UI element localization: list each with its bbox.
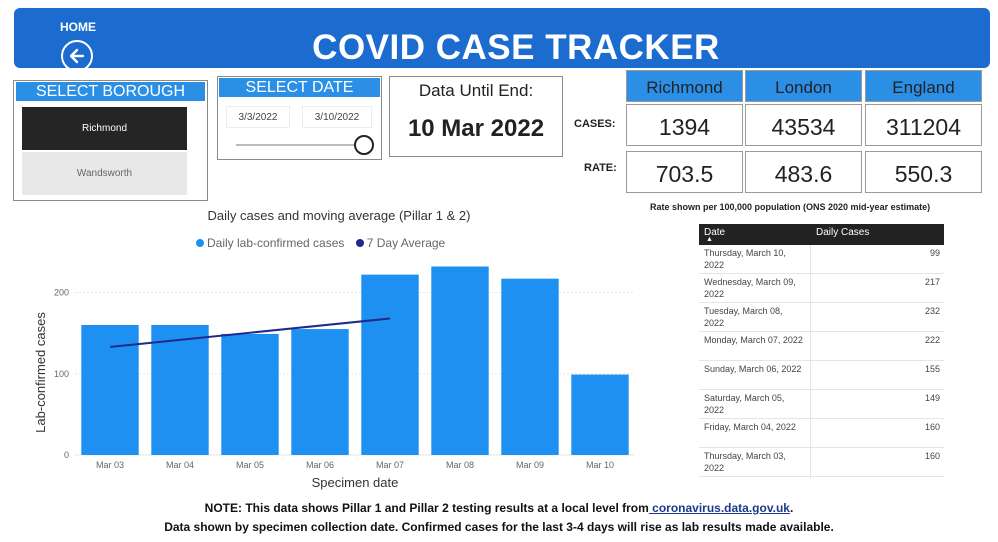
rate-richmond: 703.5 — [626, 151, 743, 193]
cases-london: 43534 — [745, 104, 862, 146]
source-link[interactable]: coronavirus.data.gov.uk — [648, 501, 790, 515]
chart-bar — [571, 374, 629, 455]
x-tick-label: Mar 09 — [516, 460, 544, 470]
area-heading-london: London — [745, 70, 862, 102]
x-tick-label: Mar 07 — [376, 460, 404, 470]
column-divider — [810, 245, 811, 479]
table-header: Date ▲ Daily Cases — [699, 224, 944, 245]
table-cell-date: Thursday, March 03, 2022 — [704, 451, 786, 473]
data-until-card — [389, 76, 563, 157]
start-date-input[interactable]: 3/3/2022 — [226, 106, 290, 128]
table-cell-cases: 99 — [929, 248, 940, 258]
x-tick-label: Mar 10 — [586, 460, 614, 470]
chart-bar — [431, 266, 489, 455]
x-tick-label: Mar 04 — [166, 460, 194, 470]
table-cell-date: Tuesday, March 08, 2022 — [704, 306, 783, 328]
table-row: Tuesday, March 08, 2022 232 — [699, 303, 944, 332]
x-tick-label: Mar 08 — [446, 460, 474, 470]
date-slicer-heading: SELECT DATE — [219, 78, 380, 97]
borough-slicer-heading: SELECT BOROUGH — [16, 82, 205, 101]
legend-label-daily: Daily lab-confirmed cases — [207, 236, 345, 250]
table-cell-cases: 217 — [924, 277, 940, 287]
table-row: Thursday, March 03, 2022 160 — [699, 448, 944, 477]
table-header-date[interactable]: Date — [704, 227, 726, 238]
borough-option-wandsworth[interactable]: Wandsworth — [22, 152, 187, 195]
page-title: COVID CASE TRACKER — [312, 28, 720, 67]
rate-london: 483.6 — [745, 151, 862, 193]
header-bar: HOME COVID CASE TRACKER — [14, 8, 990, 72]
table-row: Monday, March 07, 2022 222 — [699, 332, 944, 361]
chart-legend: Daily lab-confirmed cases 7 Day Average — [196, 236, 445, 250]
area-heading-england: England — [865, 70, 982, 102]
footer-note-end: . — [789, 501, 794, 515]
data-until-label: Data Until End: — [418, 81, 534, 100]
table-header-daily-cases[interactable]: Daily Cases — [816, 227, 870, 238]
table-cell-date: Wednesday, March 09, 2022 — [704, 277, 796, 299]
table-cell-cases: 149 — [924, 393, 940, 403]
rate-row-label: RATE: — [584, 162, 617, 174]
date-range-slider[interactable] — [236, 144, 366, 146]
y-tick-label: 100 — [54, 369, 69, 379]
average-line — [109, 317, 391, 348]
daily-cases-chart: 0 100 200 Mar 03 Mar 04 Mar 05 Mar 06 Mar 07 Mar… — [33, 266, 635, 490]
table-row: Wednesday, March 09, 2022 217 — [699, 274, 944, 303]
table-cell-date: Friday, March 04, 2022 — [704, 422, 796, 432]
cases-england: 311204 — [865, 104, 982, 146]
table-cell-cases: 222 — [924, 335, 940, 345]
chart-title: Daily cases and moving average (Pillar 1… — [207, 208, 471, 223]
rate-footnote: Rate shown per 100,000 population (ONS 2… — [650, 202, 931, 212]
table-cell-date: Sunday, March 06, 2022 — [704, 364, 802, 374]
borough-option-richmond[interactable]: Richmond — [22, 107, 187, 150]
table-cell-cases: 155 — [924, 364, 940, 374]
chart-bar — [361, 274, 419, 455]
legend-swatch-average — [355, 239, 364, 247]
table-cell-date: Saturday, March 05, 2022 — [704, 393, 785, 415]
y-tick-label: 0 — [64, 450, 69, 460]
x-tick-label: Mar 05 — [236, 460, 264, 470]
x-axis-title: Specimen date — [312, 475, 399, 490]
legend-swatch-daily — [196, 239, 204, 247]
rate-england: 550.3 — [865, 151, 982, 193]
table-row: Thursday, March 10, 2022 99 — [699, 245, 944, 274]
table-row: Sunday, March 06, 2022 155 — [699, 361, 944, 390]
end-date-input[interactable]: 3/10/2022 — [302, 106, 372, 128]
table-cell-cases: 232 — [924, 306, 940, 316]
table-row: Saturday, March 05, 2022 149 — [699, 390, 944, 419]
home-back-icon[interactable] — [61, 40, 93, 72]
chart-bar — [221, 333, 279, 455]
chart-bar — [501, 278, 559, 455]
cases-richmond: 1394 — [626, 104, 743, 146]
footer-note-text: NOTE: This data shows Pillar 1 and Pilla… — [204, 501, 649, 515]
date-slider-handle[interactable] — [354, 135, 374, 155]
table-cell-date: Thursday, March 10, 2022 — [704, 248, 786, 270]
cases-row-label: CASES: — [574, 118, 616, 130]
table-cell-date: Monday, March 07, 2022 — [704, 335, 803, 345]
area-heading-richmond: Richmond — [626, 70, 743, 102]
y-axis-title: Lab-confirmed cases — [33, 312, 48, 433]
y-tick-label: 200 — [54, 288, 69, 298]
legend-label-average: 7 Day Average — [366, 236, 446, 250]
table-cell-cases: 160 — [924, 422, 940, 432]
x-tick-label: Mar 03 — [96, 460, 124, 470]
daily-cases-table: Date ▲ Daily Cases Thursday, March 10, 2… — [699, 224, 944, 480]
x-tick-label: Mar 06 — [306, 460, 334, 470]
sort-arrow-icon[interactable]: ▲ — [706, 236, 713, 243]
footer-note-line2: Data shown by specimen collection date. … — [164, 520, 834, 534]
data-until-value: 10 Mar 2022 — [407, 115, 545, 142]
home-label[interactable]: HOME — [60, 20, 96, 34]
chart-bar — [291, 329, 349, 455]
table-row: Friday, March 04, 2022 160 — [699, 419, 944, 448]
footer-note-line1: NOTE: This data shows Pillar 1 and Pilla… — [0, 501, 998, 515]
chart-bar — [151, 325, 209, 455]
table-cell-cases: 160 — [924, 451, 940, 461]
